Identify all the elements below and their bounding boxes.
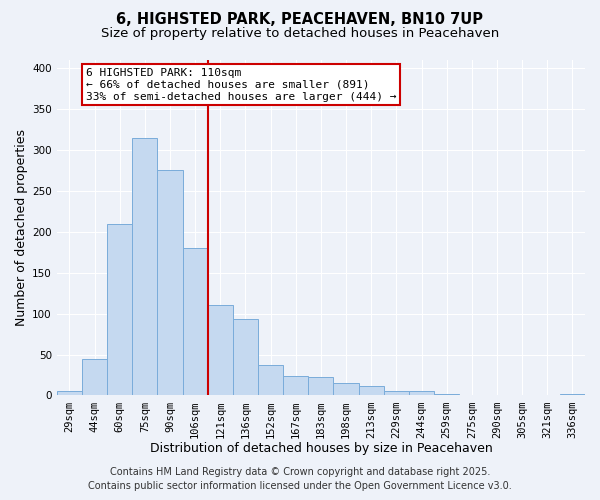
Text: 6 HIGHSTED PARK: 110sqm
← 66% of detached houses are smaller (891)
33% of semi-d: 6 HIGHSTED PARK: 110sqm ← 66% of detache… [86,68,397,102]
X-axis label: Distribution of detached houses by size in Peacehaven: Distribution of detached houses by size … [149,442,492,455]
Bar [57,392,82,396]
Y-axis label: Number of detached properties: Number of detached properties [15,129,28,326]
Text: Contains HM Land Registry data © Crown copyright and database right 2025.
Contai: Contains HM Land Registry data © Crown c… [88,467,512,491]
Bar [233,320,258,396]
Bar [409,392,434,396]
Bar [560,394,585,396]
Bar [182,248,208,396]
Bar [359,386,384,396]
Bar [132,138,157,396]
Bar [434,394,459,396]
Bar [384,392,409,396]
Bar [208,306,233,396]
Bar [308,378,334,396]
Bar [157,170,182,396]
Bar [283,376,308,396]
Bar [258,365,283,396]
Bar [107,224,132,396]
Bar [334,383,359,396]
Text: 6, HIGHSTED PARK, PEACEHAVEN, BN10 7UP: 6, HIGHSTED PARK, PEACEHAVEN, BN10 7UP [116,12,484,28]
Text: Size of property relative to detached houses in Peacehaven: Size of property relative to detached ho… [101,28,499,40]
Bar [82,360,107,396]
